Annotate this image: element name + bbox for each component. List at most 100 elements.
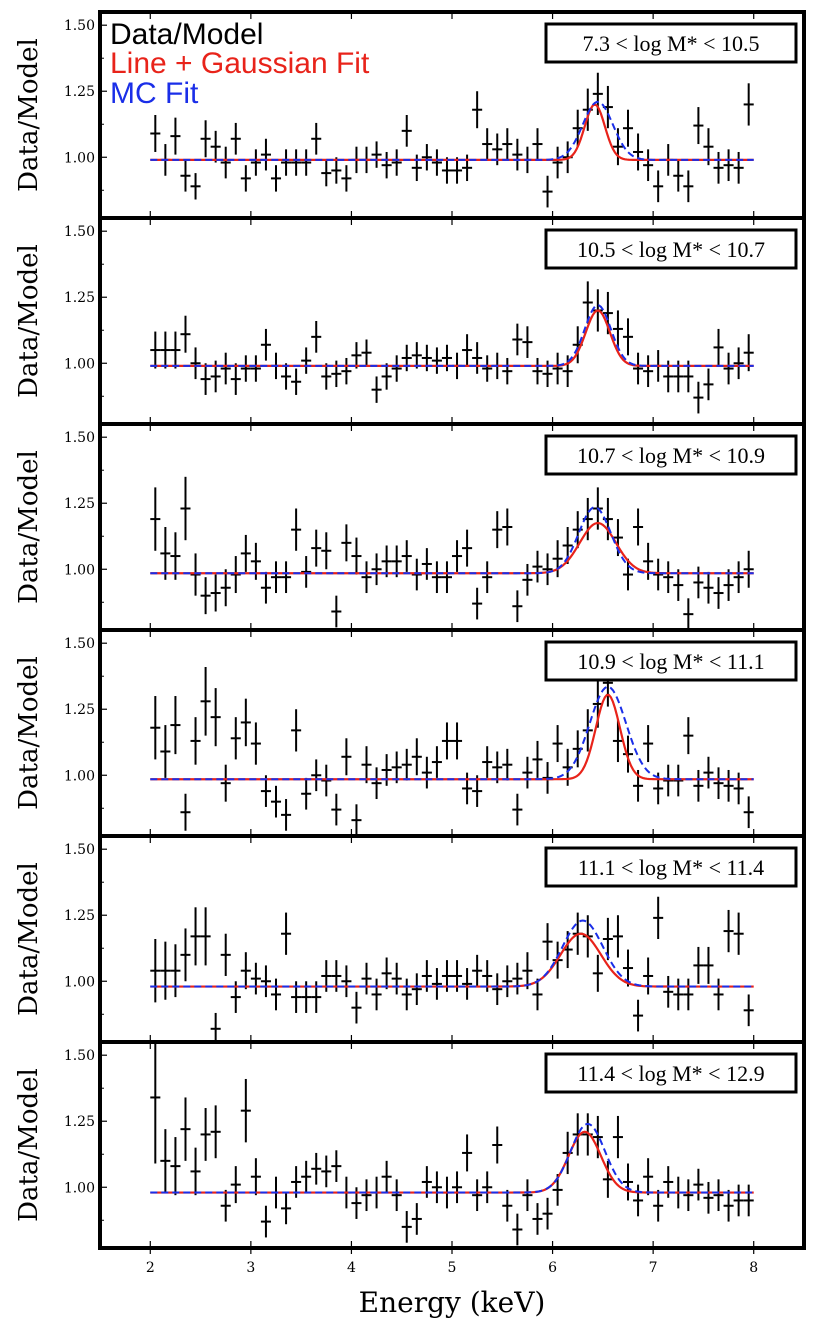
data-point xyxy=(391,751,402,784)
data-point xyxy=(351,804,362,836)
data-point xyxy=(693,566,704,599)
data-point xyxy=(160,527,171,580)
data-point xyxy=(542,553,553,586)
data-point xyxy=(512,1213,523,1246)
data-point xyxy=(592,954,603,992)
data-point xyxy=(200,120,211,158)
data-point xyxy=(281,561,292,594)
data-point xyxy=(301,149,312,176)
data-point xyxy=(341,165,352,192)
data-point xyxy=(311,759,322,792)
data-point xyxy=(270,165,282,192)
data-point xyxy=(160,1129,171,1193)
data-point xyxy=(673,159,684,192)
data-point xyxy=(190,717,201,765)
data-point xyxy=(311,529,322,567)
y-tick-label: 1.25 xyxy=(64,908,95,924)
data-point xyxy=(401,115,412,147)
data-point xyxy=(683,170,694,203)
y-axis-label: Data/Model xyxy=(14,656,44,810)
data-point xyxy=(210,574,221,612)
y-tick-label: 1.50 xyxy=(64,1048,95,1064)
data-point xyxy=(281,1192,292,1225)
data-point xyxy=(401,540,412,572)
data-point xyxy=(512,793,523,826)
data-point xyxy=(612,719,623,763)
data-point xyxy=(502,357,513,385)
data-point xyxy=(612,310,623,348)
data-point xyxy=(512,590,523,623)
data-point xyxy=(723,352,734,385)
y-axis-label: Data/Model xyxy=(14,244,44,398)
data-point xyxy=(361,1179,372,1212)
data-point xyxy=(291,149,302,176)
data-point xyxy=(341,357,352,385)
data-point xyxy=(653,896,664,939)
y-axis-label: Data/Model xyxy=(14,862,44,1016)
data-point xyxy=(633,133,644,171)
y-axis-label: Data/Model xyxy=(14,38,44,192)
data-point xyxy=(291,368,302,395)
data-point xyxy=(260,1205,271,1238)
data-point xyxy=(180,1097,191,1161)
data-point xyxy=(723,769,734,802)
legend-entry-line-gaussian: Line + Gaussian Fit xyxy=(110,47,370,80)
data-point xyxy=(542,1197,553,1230)
data-point xyxy=(462,1134,473,1172)
data-point xyxy=(472,775,483,807)
data-point xyxy=(723,149,734,182)
data-point xyxy=(301,347,312,374)
data-point xyxy=(522,326,533,358)
data-point xyxy=(431,561,442,594)
data-point xyxy=(270,785,282,818)
data-point xyxy=(643,542,654,580)
data-point xyxy=(170,1137,181,1196)
data-point xyxy=(200,666,211,736)
data-point xyxy=(240,698,251,747)
data-point xyxy=(653,1189,664,1222)
data-point xyxy=(421,756,432,789)
data-point xyxy=(733,561,744,594)
x-tick-label: 4 xyxy=(347,1260,356,1276)
data-point xyxy=(160,331,171,369)
data-point xyxy=(683,1179,694,1212)
data-point xyxy=(643,1158,654,1196)
data-point xyxy=(180,928,191,982)
data-point xyxy=(401,748,412,781)
data-point xyxy=(421,344,432,372)
data-point xyxy=(643,149,654,182)
data-point xyxy=(622,558,634,591)
data-point xyxy=(250,962,261,995)
data-point xyxy=(220,352,231,385)
data-point xyxy=(482,128,493,160)
data-point xyxy=(431,347,442,374)
data-point xyxy=(673,764,684,797)
data-point xyxy=(321,764,332,797)
panel-label: 7.3 < log M* < 10.5 xyxy=(583,31,760,56)
data-point xyxy=(472,91,483,129)
data-point xyxy=(532,1203,543,1235)
data-point xyxy=(592,1115,603,1159)
data-point xyxy=(250,149,261,176)
data-point xyxy=(713,328,724,366)
y-tick-label: 1.00 xyxy=(64,150,95,166)
data-point xyxy=(542,175,553,208)
data-point xyxy=(532,978,543,1011)
data-point xyxy=(452,722,463,760)
data-point xyxy=(713,577,724,609)
data-point xyxy=(522,952,533,990)
data-point xyxy=(723,1189,734,1222)
data-point xyxy=(210,130,221,163)
data-point xyxy=(733,151,744,184)
data-point xyxy=(472,1179,483,1212)
data-point xyxy=(482,1171,493,1204)
mc-fit-line xyxy=(150,919,754,988)
data-point xyxy=(492,973,503,1006)
data-point xyxy=(230,556,241,594)
data-point xyxy=(673,978,684,1011)
data-point xyxy=(572,511,583,549)
data-point xyxy=(180,315,191,353)
data-point xyxy=(190,907,201,966)
data-point xyxy=(351,342,362,369)
data-point xyxy=(703,1181,714,1214)
